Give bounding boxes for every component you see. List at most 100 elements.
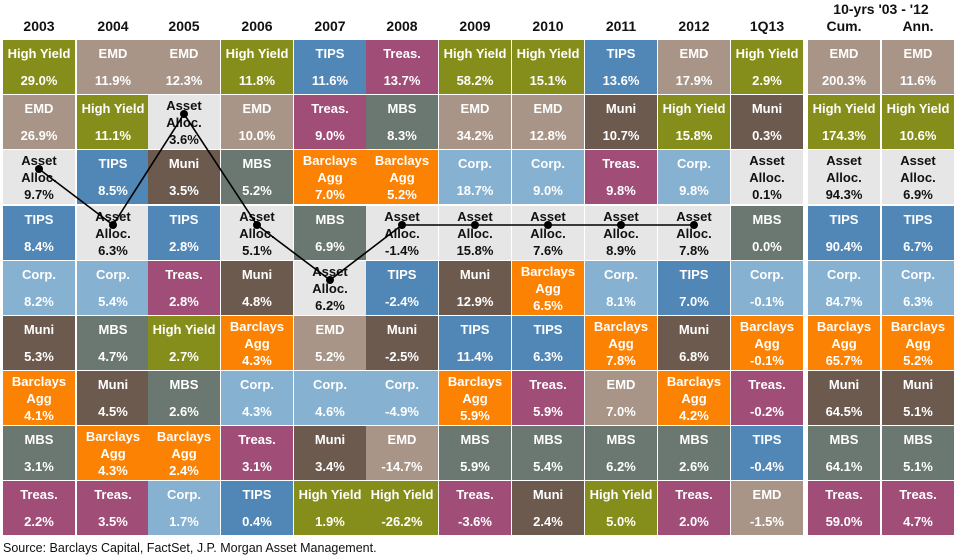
cell-2010-muni: Muni 2.4% bbox=[512, 481, 584, 535]
cell-label: EMD bbox=[98, 46, 128, 61]
cell-value: 4.8% bbox=[242, 294, 272, 309]
cell-label: Muni bbox=[97, 377, 129, 392]
cell-label: MBS bbox=[315, 212, 345, 227]
cell-label: Muni bbox=[902, 377, 934, 392]
cell-value: 64.5% bbox=[825, 404, 863, 419]
cell-label: Corp. bbox=[750, 267, 784, 282]
cell-2007-asset-alloc: Asset Alloc. 6.2% bbox=[294, 261, 366, 315]
cell-value: 5.2% bbox=[315, 349, 345, 364]
cell-2008-corp: Corp. -4.9% bbox=[366, 371, 438, 425]
cell-label: Treas. bbox=[456, 487, 494, 502]
cell-label: Treas. bbox=[383, 46, 421, 61]
cell-label: High Yield bbox=[81, 101, 145, 116]
cell-label: Alloc. bbox=[749, 169, 785, 185]
cell-label: Agg bbox=[389, 169, 415, 185]
cell-ann-asset-alloc: Asset Alloc. 6.9% bbox=[882, 150, 954, 204]
cell-label: Alloc. bbox=[166, 114, 202, 130]
cell-2004-tips: TIPS 8.5% bbox=[77, 150, 149, 204]
cell-2006-emd: EMD 10.0% bbox=[221, 95, 293, 149]
cell-value: 5.2% bbox=[387, 186, 417, 202]
cell-2012-tips: TIPS 7.0% bbox=[658, 261, 730, 315]
cell-2008-barclays-agg: Barclays Agg 5.2% bbox=[366, 150, 438, 204]
cell-value: 15.8% bbox=[675, 128, 713, 143]
cell-label: High Yield bbox=[589, 487, 653, 502]
cell-value: -0.2% bbox=[750, 404, 784, 419]
cell-label: Asset bbox=[312, 263, 348, 279]
cell-label: Alloc. bbox=[21, 169, 57, 185]
cell-label: Treas. bbox=[94, 487, 132, 502]
cell-1q13-corp: Corp. -0.1% bbox=[731, 261, 803, 315]
cell-label: Asset bbox=[457, 208, 493, 224]
cell-label: Asset bbox=[530, 208, 566, 224]
cell-label: MBS bbox=[24, 432, 54, 447]
cell-label: MBS bbox=[903, 432, 933, 447]
cell-value: 5.9% bbox=[460, 459, 490, 474]
cell-label: Muni bbox=[828, 377, 860, 392]
cell-label: MBS bbox=[242, 156, 272, 171]
cell-2006-corp: Corp. 4.3% bbox=[221, 371, 293, 425]
cell-label: EMD bbox=[169, 46, 199, 61]
cell-2011-treas: Treas. 9.8% bbox=[585, 150, 657, 204]
cell-label: Treas. bbox=[238, 432, 276, 447]
cell-label: Corp. bbox=[677, 156, 711, 171]
cell-value: -2.4% bbox=[385, 294, 419, 309]
cell-2011-mbs: MBS 6.2% bbox=[585, 426, 657, 480]
cell-value: 94.3% bbox=[825, 186, 863, 202]
cell-label: High Yield bbox=[812, 101, 876, 116]
source-note: Source: Barclays Capital, FactSet, J.P. … bbox=[3, 541, 377, 555]
cell-label: TIPS bbox=[903, 212, 933, 227]
cell-value: 0.3% bbox=[752, 128, 782, 143]
cell-value: 8.4% bbox=[24, 239, 54, 254]
cell-2011-asset-alloc: Asset Alloc. 8.9% bbox=[585, 206, 657, 260]
cell-value: 58.2% bbox=[456, 73, 494, 88]
cell-label: MBS bbox=[752, 212, 782, 227]
cell-value: 6.3% bbox=[533, 349, 563, 364]
cell-label: Asset bbox=[826, 152, 862, 168]
cell-value: 3.5% bbox=[169, 183, 199, 198]
column-header-2006: 2006 bbox=[241, 18, 273, 34]
cell-label: MBS bbox=[829, 432, 859, 447]
cell-value: 9.0% bbox=[315, 128, 345, 143]
cell-value: 5.1% bbox=[242, 242, 272, 258]
cell-value: 13.6% bbox=[602, 73, 640, 88]
cell-label: Alloc. bbox=[457, 225, 493, 241]
cell-2008-treas: Treas. 13.7% bbox=[366, 40, 438, 94]
cell-value: 2.8% bbox=[169, 294, 199, 309]
cell-value: 1.9% bbox=[315, 514, 345, 529]
cell-label: Alloc. bbox=[676, 225, 712, 241]
cell-value: 7.8% bbox=[679, 242, 709, 258]
cell-value: 2.7% bbox=[169, 349, 199, 364]
cell-label: Agg bbox=[535, 280, 561, 296]
cell-label: Agg bbox=[905, 335, 931, 351]
cell-2003-corp: Corp. 8.2% bbox=[3, 261, 75, 315]
cell-label: Agg bbox=[244, 335, 270, 351]
cell-2011-muni: Muni 10.7% bbox=[585, 95, 657, 149]
column-header-2007: 2007 bbox=[314, 18, 346, 34]
cell-2005-barclays-agg: Barclays Agg 2.4% bbox=[148, 426, 220, 480]
cell-value: 8.2% bbox=[24, 294, 54, 309]
cell-1q13-tips: TIPS -0.4% bbox=[731, 426, 803, 480]
column-header-cum: Cum. bbox=[826, 18, 862, 34]
cell-2011-corp: Corp. 8.1% bbox=[585, 261, 657, 315]
cell-cum-barclays-agg: Barclays Agg 65.7% bbox=[808, 316, 880, 370]
cell-2007-corp: Corp. 4.6% bbox=[294, 371, 366, 425]
cell-label: High Yield bbox=[370, 487, 434, 502]
cell-value: 7.0% bbox=[679, 294, 709, 309]
cell-2009-high-yield: High Yield 58.2% bbox=[439, 40, 511, 94]
cell-label: Barclays bbox=[85, 428, 141, 444]
cell-2004-barclays-agg: Barclays Agg 4.3% bbox=[77, 426, 149, 480]
cell-cum-high-yield: High Yield 174.3% bbox=[808, 95, 880, 149]
cell-value: 8.5% bbox=[98, 183, 128, 198]
cell-label: Corp. bbox=[96, 267, 130, 282]
cell-value: -0.4% bbox=[750, 459, 784, 474]
cell-2006-treas: Treas. 3.1% bbox=[221, 426, 293, 480]
cell-value: 29.0% bbox=[20, 73, 58, 88]
cell-2005-asset-alloc: Asset Alloc. 3.6% bbox=[148, 95, 220, 149]
cell-value: -0.1% bbox=[750, 352, 784, 368]
cell-2007-high-yield: High Yield 1.9% bbox=[294, 481, 366, 535]
cell-2004-treas: Treas. 3.5% bbox=[77, 481, 149, 535]
cell-2003-barclays-agg: Barclays Agg 4.1% bbox=[3, 371, 75, 425]
cell-value: 6.9% bbox=[903, 186, 933, 202]
cell-ann-mbs: MBS 5.1% bbox=[882, 426, 954, 480]
cell-value: 8.9% bbox=[606, 242, 636, 258]
